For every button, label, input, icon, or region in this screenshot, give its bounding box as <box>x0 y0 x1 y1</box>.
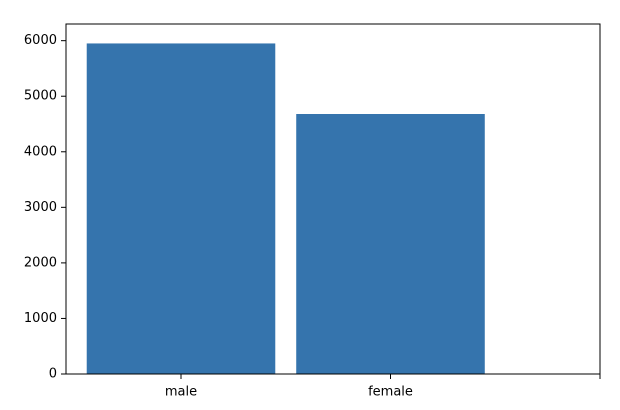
y-tick-label: 2000 <box>24 255 57 270</box>
y-tick-label: 1000 <box>24 311 57 326</box>
y-tick-label: 0 <box>49 367 57 382</box>
bar <box>86 43 276 374</box>
bar <box>296 114 485 374</box>
y-tick-label: 4000 <box>24 144 57 159</box>
y-tick-label: 5000 <box>24 89 57 104</box>
y-tick-label: 6000 <box>24 33 57 48</box>
x-tick-label: male <box>165 385 197 400</box>
y-tick-label: 3000 <box>24 200 57 215</box>
plot-frame <box>65 23 601 375</box>
x-tick-label: female <box>368 385 413 400</box>
